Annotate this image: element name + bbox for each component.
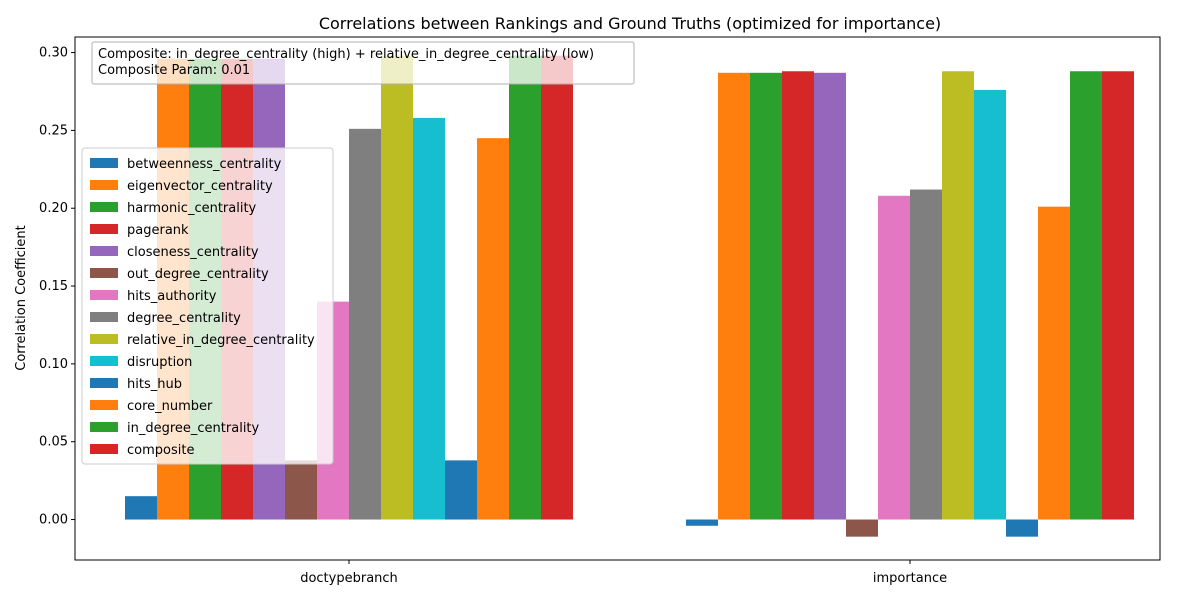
legend-swatch-in_degree_centrality: [90, 422, 118, 432]
bar-degree_centrality-importance: [910, 189, 942, 520]
y-tick-label: 0.00: [39, 513, 68, 528]
legend-label-out_degree_centrality: out_degree_centrality: [127, 267, 269, 282]
y-tick-label: 0.30: [39, 46, 68, 61]
bar-in_degree_centrality-doctypebranch: [509, 55, 541, 520]
legend-label-relative_in_degree_centrality: relative_in_degree_centrality: [127, 333, 315, 348]
bar-relative_in_degree_centrality-importance: [942, 71, 974, 520]
annotation-line-1: Composite: in_degree_centrality (high) +…: [98, 47, 594, 62]
bar-hits_authority-importance: [878, 195, 910, 520]
bar-out_degree_centrality-importance: [846, 519, 878, 537]
bar-disruption-doctypebranch: [413, 117, 445, 520]
y-tick-label: 0.15: [39, 279, 68, 294]
legend-label-hits_hub: hits_hub: [127, 377, 182, 392]
legend-swatch-pagerank: [90, 224, 118, 234]
legend-label-composite: composite: [127, 443, 194, 458]
legend-swatch-hits_authority: [90, 290, 118, 300]
bar-pagerank-importance: [782, 71, 814, 520]
bar-hits_hub-importance: [1006, 519, 1038, 537]
x-tick-label: importance: [873, 571, 947, 586]
legend-swatch-relative_in_degree_centrality: [90, 334, 118, 344]
x-tick-label: doctypebranch: [300, 571, 398, 586]
bar-core_number-importance: [1038, 206, 1070, 520]
annotation-box: Composite: in_degree_centrality (high) +…: [91, 41, 635, 85]
bar-relative_in_degree_centrality-doctypebranch: [381, 55, 413, 520]
y-tick-label: 0.25: [39, 123, 68, 138]
bar-composite-doctypebranch: [541, 55, 573, 520]
plot-frame: [74, 36, 1161, 561]
bar-betweenness_centrality-importance: [686, 519, 718, 526]
y-tick-label: 0.20: [39, 201, 68, 216]
y-tick-label: 0.05: [39, 435, 68, 450]
x-axis: doctypebranch importance: [300, 560, 947, 586]
legend-label-degree_centrality: degree_centrality: [127, 311, 241, 326]
legend-swatch-hits_hub: [90, 378, 118, 388]
legend-label-pagerank: pagerank: [127, 223, 189, 238]
legend-box: [81, 147, 334, 465]
y-axis-label: Correlation Coefficient: [14, 225, 29, 371]
legend-swatch-eigenvector_centrality: [90, 180, 118, 190]
bar-disruption-importance: [974, 89, 1006, 520]
bar-composite-importance: [1102, 71, 1134, 520]
bar-in_degree_centrality-importance: [1070, 71, 1102, 520]
legend-label-betweenness_centrality: betweenness_centrality: [127, 157, 282, 172]
bar-harmonic_centrality-importance: [750, 72, 782, 520]
y-tick-label: 0.10: [39, 357, 68, 372]
bar-closeness_centrality-importance: [814, 72, 846, 520]
bar-hits_hub-doctypebranch: [445, 460, 477, 520]
bar-degree_centrality-doctypebranch: [349, 128, 381, 520]
legend-label-harmonic_centrality: harmonic_centrality: [127, 201, 257, 216]
bar-core_number-doctypebranch: [477, 138, 509, 520]
legend-swatch-composite: [90, 444, 118, 454]
y-axis: 0.00 0.05 0.10 0.15 0.20 0.25 0.30: [39, 46, 75, 528]
legend-label-closeness_centrality: closeness_centrality: [127, 245, 259, 260]
legend-label-in_degree_centrality: in_degree_centrality: [127, 421, 260, 436]
legend-label-core_number: core_number: [127, 399, 213, 414]
legend-label-hits_authority: hits_authority: [127, 289, 217, 304]
legend-swatch-core_number: [90, 400, 118, 410]
legend-swatch-betweenness_centrality: [90, 158, 118, 168]
bar-betweenness_centrality-doctypebranch: [125, 496, 157, 520]
legend-swatch-degree_centrality: [90, 312, 118, 322]
legend-swatch-disruption: [90, 356, 118, 366]
legend-swatch-out_degree_centrality: [90, 268, 118, 278]
legend-swatch-harmonic_centrality: [90, 202, 118, 212]
bar-eigenvector_centrality-importance: [718, 72, 750, 520]
legend-label-disruption: disruption: [127, 355, 192, 370]
chart-title: Correlations between Rankings and Ground…: [319, 14, 941, 33]
legend-label-eigenvector_centrality: eigenvector_centrality: [127, 179, 273, 194]
bar-out_degree_centrality-doctypebranch: [285, 460, 317, 520]
legend: betweenness_centrality eigenvector_centra…: [81, 147, 334, 465]
legend-swatch-closeness_centrality: [90, 246, 118, 256]
annotation-line-2: Composite Param: 0.01: [98, 63, 250, 78]
